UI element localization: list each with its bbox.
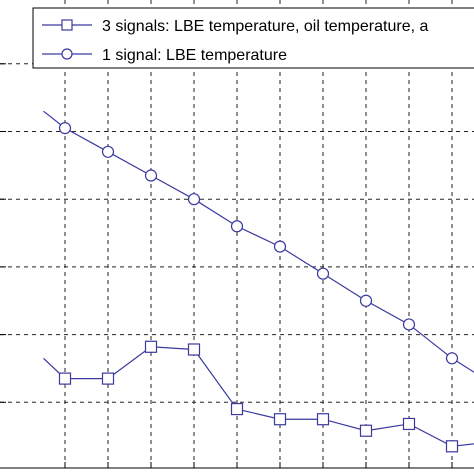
legend-label-3-signals: 3 signals: LBE temperature, oil temperat… bbox=[102, 18, 428, 35]
data-point-square bbox=[445, 440, 459, 453]
legend: 3 signals: LBE temperature, oil temperat… bbox=[32, 7, 474, 69]
axes bbox=[0, 63, 474, 469]
series-layer bbox=[43, 110, 474, 453]
data-point-square bbox=[230, 402, 244, 416]
legend-entry-3-signals: 3 signals: LBE temperature, oil temperat… bbox=[42, 18, 428, 35]
data-point-square bbox=[402, 417, 416, 431]
data-point-square bbox=[316, 413, 330, 426]
legend-entry-1-signal: 1 signal: LBE temperature bbox=[42, 47, 287, 64]
series-1-signal bbox=[43, 110, 474, 373]
legend-box bbox=[32, 7, 474, 69]
legend-marker-circle bbox=[61, 48, 73, 60]
data-point-circle bbox=[101, 145, 115, 158]
data-point-circle bbox=[144, 169, 158, 182]
data-point-circle bbox=[445, 352, 459, 365]
data-point-circle bbox=[402, 318, 416, 331]
legend-label-1-signal: 1 signal: LBE temperature bbox=[102, 47, 287, 64]
data-point-square bbox=[144, 340, 158, 353]
data-point-square bbox=[187, 343, 201, 356]
data-point-circle bbox=[273, 240, 287, 253]
data-point-square bbox=[101, 372, 115, 385]
data-point-square bbox=[273, 413, 287, 426]
data-point-square bbox=[58, 372, 72, 385]
data-point-circle bbox=[316, 267, 330, 280]
series-3-signals bbox=[43, 340, 474, 453]
data-point-circle bbox=[187, 193, 201, 206]
data-point-circle bbox=[359, 294, 373, 307]
data-point-circle bbox=[230, 220, 244, 233]
data-point-circle bbox=[58, 122, 72, 135]
data-point-square bbox=[359, 424, 373, 437]
legend-marker-square bbox=[61, 19, 73, 31]
